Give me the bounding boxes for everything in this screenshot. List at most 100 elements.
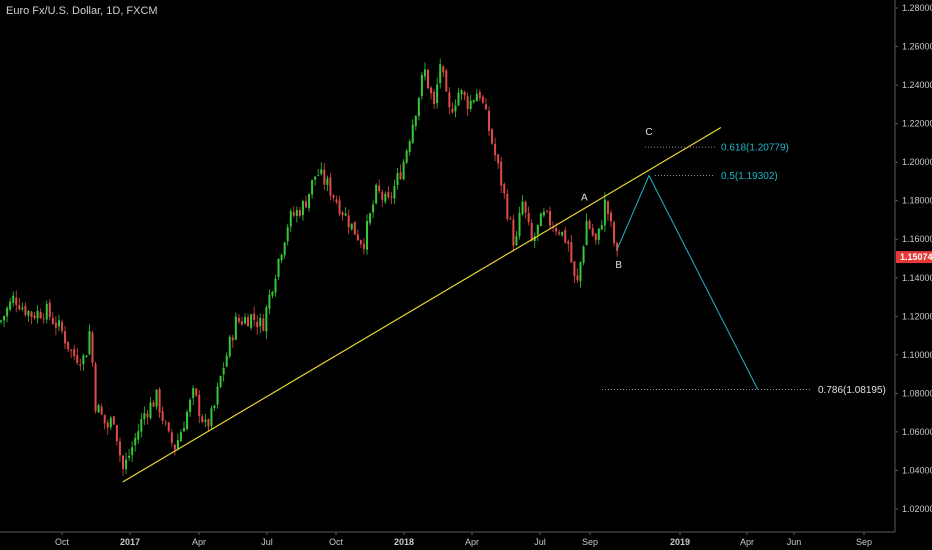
y-tick-label: 1.28000 [902,3,932,13]
candle-body [118,441,121,456]
x-tick-label: 2017 [120,537,140,547]
candle-body [433,91,436,105]
candle-body [436,84,439,104]
candle-body [228,336,231,357]
candle-body [3,315,6,321]
candle-body [430,87,433,94]
candle-body [85,355,88,358]
candle-body [311,179,314,195]
candle-body [542,211,545,216]
x-tick-label: Oct [329,537,344,547]
candle-body [475,93,478,102]
candle-body [332,195,335,198]
candle-body [326,178,329,185]
y-tick-label: 1.10000 [902,350,932,360]
candle-body [494,143,497,156]
candle-body [390,196,393,198]
candle-body [112,416,115,425]
candle-body [280,254,283,261]
candle-body [536,224,539,235]
candle-body [600,225,603,230]
candle-body [18,305,21,310]
fib-level-label: 0.786(1.08195) [818,385,886,396]
candle-body [6,308,9,317]
candle-body [155,389,158,407]
candle-body [39,312,42,319]
candle-body [439,64,442,84]
candle-body [405,150,408,163]
candle-body [399,172,402,180]
candle-body [88,331,91,355]
candle-body [73,349,76,357]
candle-body [369,213,372,223]
candle-body [585,220,588,246]
candle-body [564,230,567,243]
candle-body [122,455,124,470]
candle-body [61,322,63,331]
candle-body [283,242,286,256]
candle-body [378,185,381,192]
x-tick-label: Apr [465,537,479,547]
candle-body [472,100,475,103]
candle-body [350,223,353,230]
y-tick-label: 1.20000 [902,157,932,167]
candle-body [305,201,307,208]
fib-level-label: 0.618(1.20779) [721,143,789,154]
candle-body [460,90,463,95]
candle-body [545,210,548,212]
y-tick-label: 1.22000 [902,119,932,129]
candle-body [195,388,198,396]
candle-body [484,104,487,110]
candle-body [359,240,362,244]
candle-body [530,223,533,241]
fib-level-label: 0.5(1.19302) [721,171,778,182]
candle-body [503,183,506,194]
candle-body [561,231,564,236]
trendline [122,126,722,483]
candle-body [347,215,350,228]
candle-body [33,315,36,319]
candle-body [448,92,451,108]
candle-body [533,236,536,241]
candle-body [335,199,338,203]
candle-body [478,92,481,99]
candle-body [317,175,320,176]
y-tick-label: 1.24000 [902,80,932,90]
candle-body [268,294,271,309]
y-tick-label: 1.04000 [902,465,932,475]
candle-body [79,364,82,366]
y-tick-label: 1.12000 [902,311,932,321]
candle-body [295,210,298,216]
candle-body [186,412,189,429]
candle-body [97,405,100,413]
candle-body [109,417,112,428]
candle-body [204,419,207,422]
candle-body [259,317,262,327]
candle-body [179,432,182,442]
candle-body [140,419,143,432]
candle-body [582,246,585,263]
candle-body [170,432,173,443]
candle-body [91,332,94,364]
candle-body [9,301,12,310]
chart-title: Euro Fx/U.S. Dollar, 1D, FXCM [6,5,158,17]
candle-body [463,92,466,96]
candle-body [213,405,216,408]
candle-body [314,176,317,180]
candle-body [488,110,490,131]
candle-body [366,221,368,250]
candle-body [445,70,448,92]
wave-label: C [645,127,652,138]
candle-body [567,241,570,244]
candle-body [253,313,256,320]
projection-path [616,174,759,390]
candle-body [250,314,253,328]
candle-body [125,459,128,470]
candle-body [524,201,527,213]
candle-body [338,200,341,215]
candle-body [610,212,612,222]
y-tick-label: 1.26000 [902,42,932,52]
candle-body [24,305,27,316]
candle-body [240,321,243,325]
